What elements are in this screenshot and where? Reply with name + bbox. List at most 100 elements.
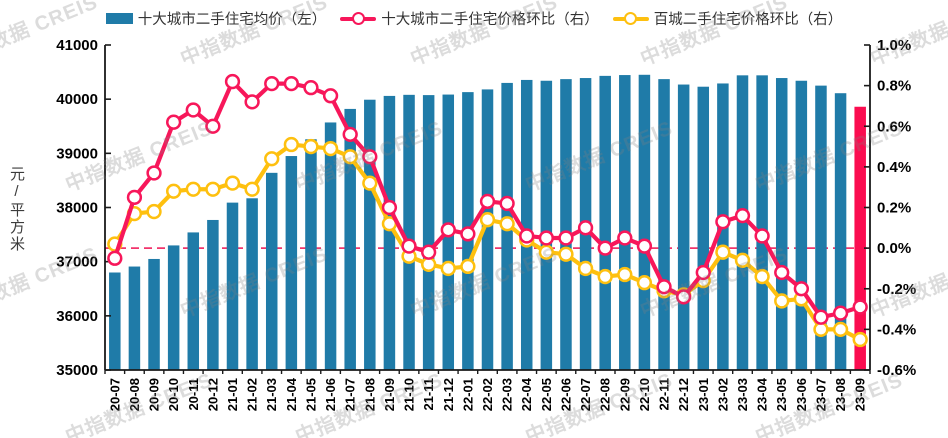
- bar-23-07: [815, 85, 827, 370]
- x-axis-label-21-06: 21-06: [323, 378, 338, 411]
- marker-21-02: [244, 181, 260, 197]
- x-axis-label-22-07: 22-07: [578, 378, 593, 411]
- bar-21-02: [246, 198, 258, 370]
- marker-22-06: [558, 246, 574, 262]
- marker-22-06: [558, 230, 574, 246]
- marker-20-11: [185, 102, 201, 118]
- bar-22-10: [638, 74, 651, 371]
- bar-20-10: [167, 245, 180, 370]
- marker-22-10: [636, 275, 653, 291]
- bar-23-01: [697, 86, 710, 370]
- legend-item-ten-city-avg-price: 十大城市二手住宅均价（左）: [105, 8, 327, 29]
- marker-21-04: [283, 136, 299, 153]
- x-axis-label-20-08: 20-08: [127, 378, 142, 411]
- left-axis-tick-label: 35000: [56, 362, 98, 379]
- x-axis-label-21-08: 21-08: [362, 378, 377, 411]
- x-axis-label-23-07: 23-07: [813, 378, 828, 411]
- bar-22-09: [619, 75, 631, 370]
- marker-21-12: [440, 260, 456, 277]
- bar-21-09: [383, 95, 396, 371]
- bar-21-03: [265, 172, 278, 370]
- legend: 十大城市二手住宅均价（左） 十大城市二手住宅价格环比（右） 百城二手住宅价格环比…: [0, 8, 948, 29]
- marker-22-08: [597, 268, 613, 285]
- marker-23-03: [734, 207, 751, 224]
- bar-21-05: [305, 139, 317, 370]
- bar-20-07: [109, 272, 121, 370]
- marker-22-05: [538, 230, 554, 246]
- right-axis-tick-label: 1.0%: [877, 37, 911, 54]
- marker-22-11: [656, 279, 672, 295]
- x-axis-label-20-09: 20-09: [147, 378, 162, 411]
- legend-bar-swatch-icon: [105, 13, 133, 24]
- x-axis-label-21-05: 21-05: [303, 378, 318, 411]
- marker-22-08: [597, 240, 613, 256]
- bar-21-01: [226, 202, 239, 370]
- bar-20-12: [207, 219, 219, 370]
- marker-21-04: [283, 75, 299, 92]
- bar-23-08: [834, 93, 847, 370]
- marker-20-09: [146, 203, 162, 220]
- marker-20-07: [107, 250, 123, 266]
- marker-23-08: [832, 321, 849, 338]
- marker-20-10: [166, 114, 182, 130]
- right-axis-tick-label: 0.8%: [877, 78, 911, 95]
- x-axis-label-22-02: 22-02: [480, 378, 495, 411]
- x-axis-label-22-09: 22-09: [617, 378, 632, 411]
- x-axis-label-22-08: 22-08: [598, 378, 613, 411]
- bar-22-08: [599, 75, 611, 370]
- marker-23-05: [774, 264, 790, 281]
- marker-20-11: [185, 181, 201, 197]
- marker-22-07: [577, 260, 594, 277]
- legend-label-ten-city-avg-price: 十大城市二手住宅均价（左）: [137, 12, 327, 28]
- bar-22-02: [481, 89, 494, 371]
- line-series-ten-city-mom: [107, 73, 868, 325]
- x-axis-label-22-01: 22-01: [460, 378, 475, 411]
- marker-23-09: [852, 299, 868, 315]
- marker-23-04: [754, 268, 770, 285]
- marker-22-02: [479, 193, 496, 210]
- marker-23-02: [715, 244, 731, 260]
- marker-23-05: [774, 293, 790, 309]
- left-axis-tick-label: 39000: [56, 145, 98, 162]
- x-axis-label-23-04: 23-04: [755, 377, 770, 411]
- marker-21-11: [421, 256, 437, 273]
- marker-21-03: [264, 151, 280, 167]
- marker-21-08: [362, 149, 378, 165]
- marker-21-02: [244, 94, 260, 110]
- x-axis-label-21-04: 21-04: [284, 377, 299, 411]
- marker-21-03: [264, 75, 280, 92]
- marker-22-07: [577, 220, 594, 236]
- right-axis-tick-label: 0.2%: [877, 200, 911, 217]
- x-axis-label-23-03: 23-03: [735, 378, 750, 411]
- right-axis-tick-label: -0.2%: [877, 281, 916, 298]
- bar-20-08: [128, 266, 141, 370]
- x-axis-label-20-07: 20-07: [107, 378, 122, 411]
- marker-23-08: [832, 305, 849, 321]
- marker-20-12: [205, 118, 221, 134]
- marker-21-05: [303, 138, 319, 155]
- marker-20-08: [126, 189, 143, 205]
- marker-21-07: [342, 126, 358, 143]
- bar-21-08: [364, 99, 376, 370]
- x-axis-label-22-11: 22-11: [657, 378, 672, 411]
- x-axis-label-21-03: 21-03: [264, 378, 279, 411]
- bar-21-11: [422, 95, 435, 371]
- marker-22-02: [479, 212, 496, 228]
- legend-line-marker-icon-yellow: [612, 12, 649, 25]
- marker-23-04: [754, 228, 770, 244]
- marker-22-01: [460, 226, 476, 242]
- x-axis-label-21-10: 21-10: [402, 378, 417, 411]
- marker-20-09: [146, 165, 162, 181]
- right-axis-tick-label: 0.6%: [877, 118, 911, 135]
- marker-22-10: [636, 238, 653, 254]
- x-axis-label-23-06: 23-06: [794, 378, 809, 411]
- marker-23-09: [852, 331, 868, 348]
- bar-21-06: [324, 122, 337, 370]
- left-axis-tick-label: 38000: [56, 200, 98, 217]
- left-axis-tick-label: 41000: [56, 37, 98, 54]
- marker-21-07: [342, 149, 358, 165]
- bar-22-11: [658, 79, 670, 370]
- x-axis-label-21-09: 21-09: [382, 378, 397, 411]
- bar-21-10: [403, 94, 415, 370]
